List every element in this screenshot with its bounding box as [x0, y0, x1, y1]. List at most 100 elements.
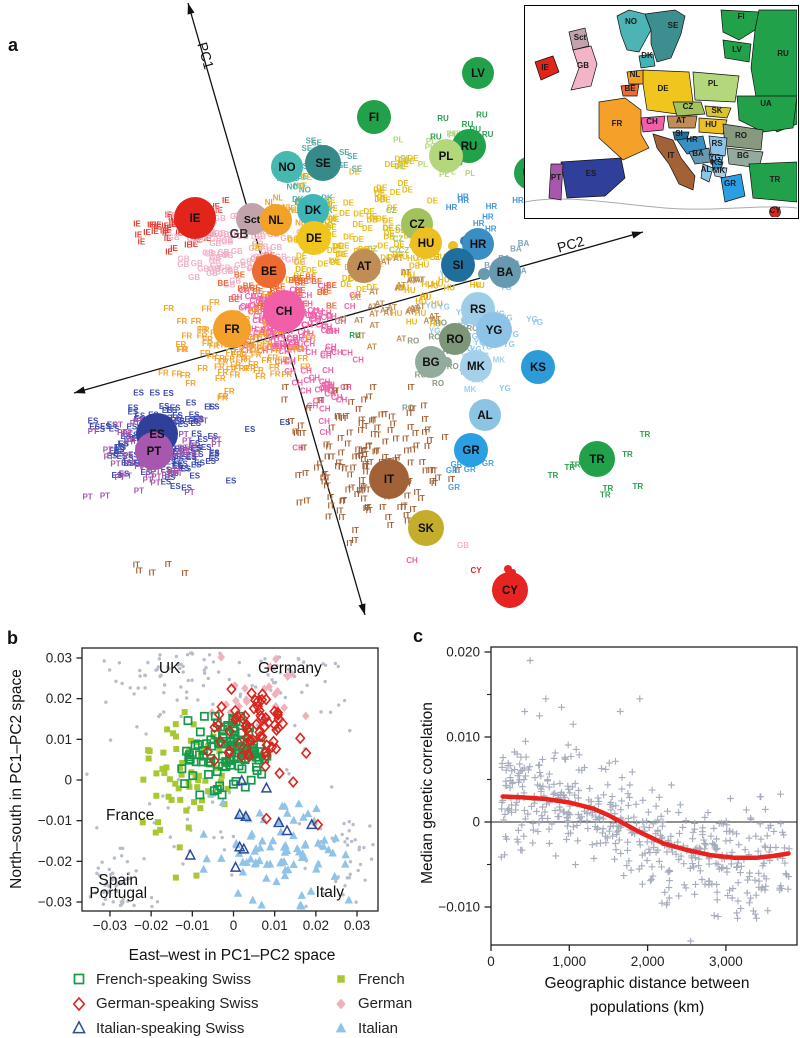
svg-text:IT: IT	[165, 560, 172, 569]
svg-text:DE: DE	[362, 224, 374, 233]
svg-text:GB: GB	[285, 255, 297, 264]
svg-text:CZ: CZ	[429, 253, 440, 262]
svg-text:DE: DE	[383, 233, 395, 242]
svg-text:ES: ES	[149, 429, 165, 441]
map-country-ES	[560, 157, 626, 199]
svg-text:DE: DE	[333, 242, 345, 251]
map-country-TR	[748, 161, 797, 203]
svg-text:FR: FR	[185, 379, 196, 388]
svg-text:GB: GB	[209, 253, 221, 262]
svg-text:PT: PT	[182, 437, 192, 446]
svg-text:GB: GB	[209, 206, 221, 215]
svg-text:GB: GB	[250, 254, 262, 263]
svg-text:CH: CH	[248, 307, 260, 316]
svg-text:GB: GB	[210, 235, 222, 244]
svg-text:IT: IT	[324, 482, 331, 491]
svg-text:IT: IT	[442, 433, 449, 442]
svg-text:FR: FR	[274, 328, 285, 337]
svg-text:AL: AL	[701, 165, 712, 174]
svg-text:YG: YG	[438, 303, 450, 312]
svg-text:PT: PT	[110, 459, 120, 468]
svg-text:GB: GB	[256, 242, 268, 251]
svg-text:CH: CH	[323, 384, 335, 393]
svg-text:ES: ES	[124, 435, 135, 444]
svg-text:CH: CH	[284, 357, 296, 366]
svg-text:IT: IT	[362, 422, 369, 431]
svg-text:IT: IT	[347, 471, 354, 480]
svg-text:GR: GR	[446, 466, 458, 475]
svg-text:FR: FR	[199, 325, 210, 334]
svg-text:CH: CH	[301, 291, 313, 300]
svg-text:IT: IT	[362, 460, 369, 469]
svg-text:ES: ES	[127, 422, 138, 431]
svg-text:PL: PL	[447, 130, 457, 139]
svg-text:IT: IT	[328, 452, 335, 461]
svg-text:GB: GB	[209, 267, 221, 276]
svg-text:PT: PT	[143, 475, 153, 484]
population-circle-DK	[297, 194, 329, 226]
svg-text:FR: FR	[209, 341, 220, 350]
svg-text:DE: DE	[377, 193, 389, 202]
population-circle-MK	[460, 350, 492, 382]
svg-text:HR: HR	[458, 196, 470, 205]
svg-text:FR: FR	[224, 354, 235, 363]
svg-text:IT: IT	[338, 463, 345, 472]
svg-text:IT: IT	[348, 398, 355, 407]
svg-text:HR: HR	[446, 203, 458, 212]
svg-text:PL: PL	[426, 137, 436, 146]
svg-text:CZ: CZ	[393, 235, 404, 244]
svg-text:CH: CH	[284, 367, 296, 376]
svg-text:HU: HU	[705, 120, 717, 129]
svg-text:AT: AT	[676, 116, 686, 125]
svg-text:IE: IE	[169, 220, 177, 229]
svg-text:IT: IT	[355, 452, 362, 461]
legend-item: French	[332, 967, 412, 992]
svg-text:CH: CH	[286, 334, 298, 343]
svg-text:FR: FR	[218, 392, 229, 401]
legend-item-label: Italian-speaking Swiss	[96, 1019, 245, 1037]
legend: French-speaking Swiss German-speaking Sw…	[70, 967, 412, 1038]
svg-text:FR: FR	[270, 346, 281, 355]
svg-text:CZ: CZ	[367, 244, 378, 253]
svg-text:IT: IT	[370, 430, 377, 439]
svg-text:IT: IT	[323, 473, 330, 482]
svg-text:GB: GB	[240, 258, 252, 267]
svg-text:FR: FR	[172, 370, 183, 379]
svg-text:ES: ES	[118, 440, 129, 449]
svg-text:AT: AT	[393, 254, 403, 263]
svg-text:IT: IT	[424, 442, 431, 451]
svg-text:BE: BE	[288, 276, 300, 285]
population-circle-FI	[357, 100, 391, 134]
svg-text:IT: IT	[404, 517, 411, 526]
svg-text:IT: IT	[387, 521, 394, 530]
svg-text:PL: PL	[393, 135, 403, 144]
svg-text:GB: GB	[227, 265, 239, 274]
svg-text:DE: DE	[382, 217, 394, 226]
svg-text:CH: CH	[245, 292, 257, 301]
svg-text:NL: NL	[295, 219, 306, 228]
svg-text:ES: ES	[189, 472, 200, 481]
svg-text:FR: FR	[252, 332, 263, 341]
svg-text:IT: IT	[327, 493, 334, 502]
svg-text:CH: CH	[259, 317, 271, 326]
svg-text:RO: RO	[402, 403, 414, 412]
svg-text:ES: ES	[190, 444, 201, 453]
svg-text:CH: CH	[301, 321, 313, 330]
svg-text:DE: DE	[376, 214, 388, 223]
svg-text:FR: FR	[253, 366, 264, 375]
svg-text:IE: IE	[170, 244, 178, 253]
svg-text:BG: BG	[737, 151, 749, 160]
svg-text:DE: DE	[328, 215, 340, 224]
svg-text:IT: IT	[321, 478, 328, 487]
svg-text:AT: AT	[338, 315, 348, 324]
population-circle-YG	[476, 312, 512, 348]
b-x-tick-label: −0.02	[134, 918, 168, 933]
svg-text:CH: CH	[327, 386, 339, 395]
c-x-tick-label: 3,000	[709, 954, 743, 969]
svg-text:HU: HU	[430, 320, 442, 329]
svg-text:ES: ES	[178, 420, 189, 429]
svg-text:BE: BE	[294, 286, 306, 295]
svg-text:CH: CH	[321, 313, 333, 322]
svg-text:ES: ES	[193, 415, 204, 424]
svg-text:IE: IE	[194, 235, 202, 244]
